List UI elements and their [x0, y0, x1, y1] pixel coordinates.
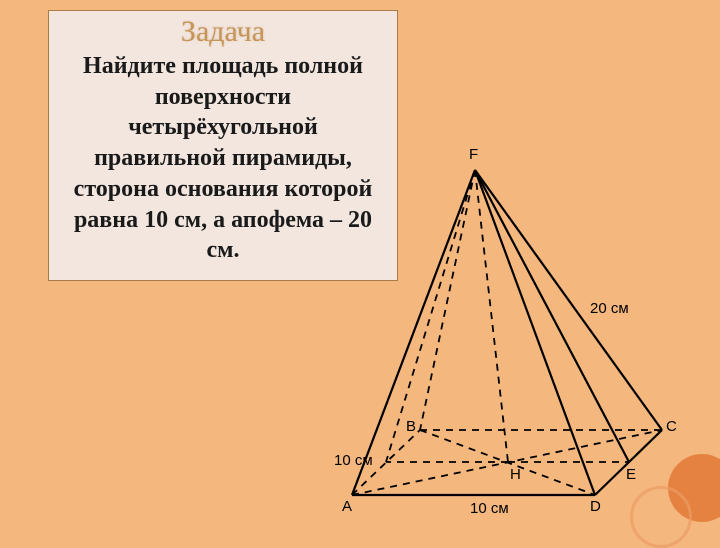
label-H: H	[510, 466, 521, 483]
pyramid-diagram: F A B C D H E 20 см 10 см 10 см	[320, 140, 710, 540]
label-B: B	[406, 418, 416, 435]
label-side-AD: 10 см	[470, 500, 509, 517]
label-side-AB: 10 см	[334, 452, 373, 469]
edge-FD	[475, 170, 595, 495]
edge-FC	[475, 170, 662, 430]
edge-FA	[352, 170, 475, 495]
apothem-FM-dashed	[386, 170, 475, 462]
label-A: A	[342, 498, 352, 515]
label-F: F	[469, 146, 478, 163]
task-title: Задача	[63, 15, 383, 49]
label-D: D	[590, 498, 601, 515]
label-C: C	[666, 418, 677, 435]
edge-FB-dashed	[420, 170, 475, 430]
label-E: E	[626, 466, 636, 483]
label-apothem: 20 см	[590, 300, 629, 317]
